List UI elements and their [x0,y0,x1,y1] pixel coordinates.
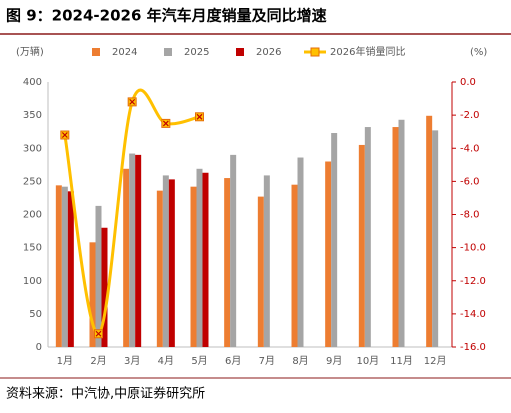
y2-tick-label: -8.0 [460,210,480,221]
y2-tick-label: 0.0 [460,77,476,88]
bar [190,186,197,347]
y2-tick-label: -2.0 [460,110,480,121]
y-tick-label: 200 [23,210,42,221]
bar [55,185,62,347]
x-tick-label: 10月 [356,355,379,367]
bar [392,127,399,347]
bar [89,242,96,347]
y-tick-label: 50 [29,309,42,320]
bar [67,191,74,347]
bar [129,153,136,347]
bar [95,205,102,347]
bar [358,144,365,347]
legend-label: 2026年销量同比 [330,45,405,58]
x-tick-label: 3月 [124,355,140,367]
bar [325,161,332,347]
chart-title: 图 9：2024-2026 年汽车月度销量及同比增速 [6,7,327,25]
x-tick-label: 8月 [292,355,308,367]
x-tick-label: 4月 [158,355,174,367]
marker-cross [162,120,169,127]
y2-axis-label: (%) [470,47,487,58]
y2-tick-label: -12.0 [460,276,486,287]
y2-tick-label: -16.0 [460,342,486,353]
y-tick-label: 300 [23,143,42,154]
bar [398,119,405,347]
y-tick-label: 0 [36,342,42,353]
bar [168,179,175,347]
bar [61,186,68,347]
bar [202,172,209,347]
legend-swatch [164,48,172,56]
marker-cross [129,98,136,105]
y2-tick-label: -14.0 [460,309,486,320]
legend-label: 2024 [112,47,137,58]
x-tick-label: 5月 [191,355,207,367]
bar [432,130,439,347]
x-tick-label: 6月 [225,355,241,367]
x-tick-label: 7月 [259,355,275,367]
y-tick-label: 100 [23,276,42,287]
x-tick-label: 11月 [390,355,413,367]
bar [364,127,371,347]
legend-swatch [92,48,100,56]
bar [426,115,433,347]
bar [257,196,264,347]
y-axis-label: (万辆) [16,45,44,58]
y2-tick-label: -4.0 [460,143,480,154]
marker-cross [95,330,102,337]
bar [123,168,130,347]
y-tick-label: 250 [23,176,42,187]
y-tick-label: 350 [23,110,42,121]
legend-marker [310,47,320,57]
bar [162,175,169,347]
bar [230,154,237,347]
legend-label: 2026 [256,47,281,58]
marker-cross [61,132,68,138]
x-tick-label: 2月 [90,355,106,367]
marker-cross [196,113,203,120]
y-tick-label: 400 [23,77,42,88]
bar [196,168,203,347]
bar [291,184,298,347]
x-tick-label: 1月 [57,355,73,367]
bar [331,133,338,347]
bar [297,157,304,347]
source: 资料来源：中汽协,中原证券研究所 [6,386,205,402]
bar [224,178,231,347]
x-tick-label: 12月 [424,355,447,367]
bar [156,190,163,347]
y2-tick-label: -10.0 [460,243,486,254]
bar [101,227,108,347]
x-tick-label: 9月 [326,355,342,367]
y2-tick-label: -6.0 [460,176,480,187]
legend-label: 2025 [184,47,209,58]
bar [263,175,270,347]
bar [135,154,142,347]
legend-swatch [236,48,244,56]
y-tick-label: 150 [23,243,42,254]
